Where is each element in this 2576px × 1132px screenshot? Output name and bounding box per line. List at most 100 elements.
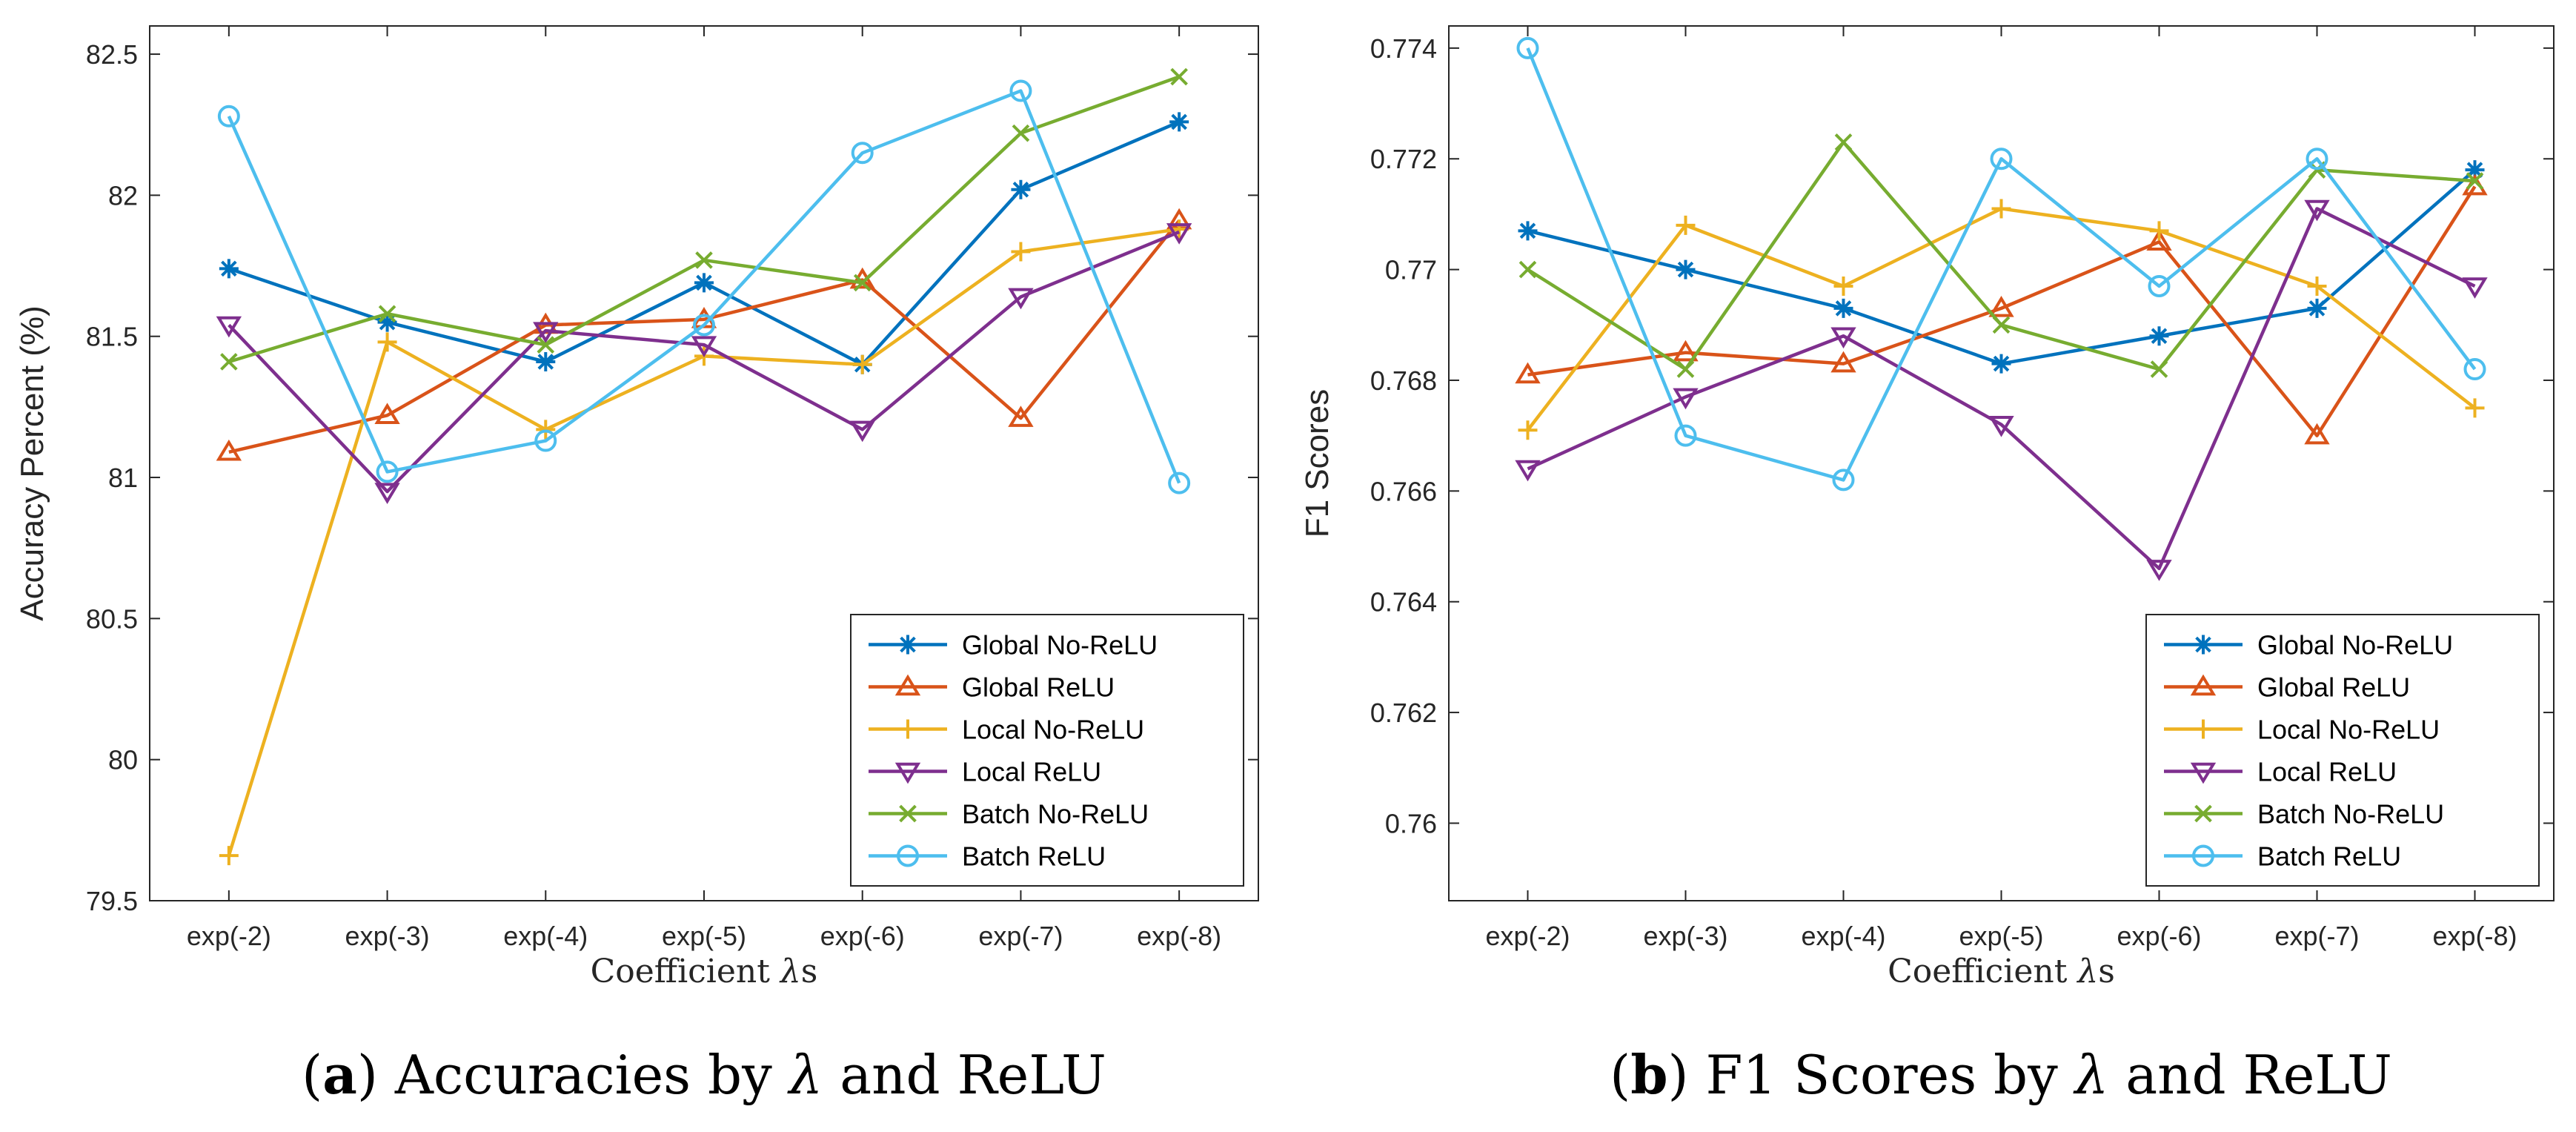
data-point xyxy=(2146,229,2172,251)
data-point xyxy=(852,354,872,374)
data-point xyxy=(1674,424,1697,447)
data-point xyxy=(534,429,557,452)
data-point xyxy=(1991,354,2011,374)
caption-text-after: and ReLU xyxy=(823,1044,1106,1106)
legend-swatch-marker xyxy=(2190,762,2217,784)
series-line xyxy=(1527,140,2475,371)
y-tick-label: 0.774 xyxy=(1370,33,1437,64)
legend-swatch-marker xyxy=(2190,674,2217,696)
y-axis-label: F1 Scores xyxy=(1299,389,1335,538)
data-point xyxy=(1676,259,1696,279)
data-point xyxy=(1515,460,1541,482)
legend-label: Batch No-ReLU xyxy=(962,799,1149,830)
data-point xyxy=(216,439,242,461)
chart-panel-a: 79.5 80 80.5 81 81.5 82 82.5 exp(-2) exp(-3) exp(… xyxy=(14,25,1259,1106)
series-line xyxy=(1527,207,2476,571)
legend-label: Global ReLU xyxy=(2257,672,2410,703)
caption-text-after: and ReLU xyxy=(2108,1044,2392,1106)
legend: Global No-ReLU Global ReLU Local No-ReLU Lo… xyxy=(850,614,1244,887)
caption: (b) F1 Scores by λ and ReLU xyxy=(1610,1043,2392,1106)
series-line xyxy=(228,219,1181,454)
legend-swatch-marker xyxy=(894,674,921,696)
series-batch-relu xyxy=(1516,36,2486,491)
data-point xyxy=(1518,221,1538,241)
data-point xyxy=(1676,215,1696,235)
data-point xyxy=(1830,351,1856,373)
data-point xyxy=(851,142,874,165)
x-tick-label: exp(-4) xyxy=(1801,921,1885,951)
legend-label: Global No-ReLU xyxy=(2257,630,2453,661)
y-tick-label: 81.5 xyxy=(86,322,138,352)
legend-swatch-marker xyxy=(2194,635,2213,655)
data-point xyxy=(533,322,559,343)
y-tick-label: 0.764 xyxy=(1370,587,1437,618)
y-tick-label: 0.77 xyxy=(1385,255,1437,285)
data-point xyxy=(1833,298,1853,318)
data-point xyxy=(217,105,240,128)
x-tick-label: exp(-3) xyxy=(345,921,430,951)
series-line xyxy=(228,230,1180,494)
series-line xyxy=(227,89,1181,484)
data-point xyxy=(1992,316,2011,334)
legend-label: Global ReLU xyxy=(962,672,1115,703)
legend-label: Batch ReLU xyxy=(2257,841,2401,872)
legend-label: Local ReLU xyxy=(962,757,1101,787)
legend-swatch-marker xyxy=(898,635,917,655)
caption-letter: b xyxy=(1630,1043,1667,1106)
data-point xyxy=(2306,148,2328,171)
legend-label: Local ReLU xyxy=(2257,757,2397,787)
series-global-relu xyxy=(1515,173,2488,445)
y-tick-label: 82 xyxy=(108,180,138,211)
data-point xyxy=(695,251,713,269)
data-point xyxy=(219,259,239,279)
y-tick-label: 81 xyxy=(108,463,138,493)
data-point xyxy=(1011,179,1031,199)
legend-label: Batch No-ReLU xyxy=(2257,799,2444,830)
series-line xyxy=(1526,47,2477,482)
x-axis-label-suffix: s xyxy=(801,953,818,990)
legend-label: Local No-ReLU xyxy=(2257,715,2440,745)
x-tick-label: exp(-7) xyxy=(978,921,1063,951)
data-point xyxy=(1518,420,1538,440)
caption-open: ( xyxy=(1610,1044,1630,1106)
data-point xyxy=(377,312,397,332)
data-point xyxy=(2462,277,2488,299)
x-tick-label: exp(-4) xyxy=(503,921,588,951)
series-batch-relu xyxy=(217,79,1191,494)
x-axis-label-symbol: λ xyxy=(779,953,801,990)
legend-label: Batch ReLU xyxy=(962,841,1106,872)
data-point xyxy=(2149,221,2169,241)
series-batch-no-relu xyxy=(220,67,1188,371)
data-point xyxy=(1990,148,2013,171)
data-point xyxy=(1673,340,1699,362)
x-tick-label: exp(-2) xyxy=(1485,921,1570,951)
x-tick-label: exp(-5) xyxy=(662,921,746,951)
data-point xyxy=(1008,406,1034,427)
series-line xyxy=(1527,185,2477,437)
y-tick-label: 0.76 xyxy=(1385,808,1437,838)
data-point xyxy=(378,305,396,323)
data-point xyxy=(2307,277,2327,297)
y-tick-label: 0.772 xyxy=(1370,144,1437,174)
data-point xyxy=(693,314,715,337)
data-point xyxy=(1515,362,1541,384)
y-tick-label: 79.5 xyxy=(86,886,138,916)
caption-letter: a xyxy=(322,1043,357,1106)
data-point xyxy=(377,332,397,352)
legend-label: Global No-ReLU xyxy=(962,630,1158,661)
y-tick-label: 0.768 xyxy=(1370,365,1437,396)
data-point xyxy=(1169,112,1189,132)
data-point xyxy=(1012,124,1030,142)
y-tick-label: 82.5 xyxy=(86,39,138,70)
data-point xyxy=(1170,67,1188,86)
caption-text: ) F1 Scores by xyxy=(1668,1044,2075,1106)
data-point xyxy=(2307,298,2327,318)
data-point xyxy=(1834,133,1853,151)
caption-symbol: λ xyxy=(2073,1044,2109,1106)
x-axis-label-text: Coefficient xyxy=(591,953,780,990)
data-point xyxy=(1008,288,1034,310)
data-point xyxy=(1991,199,2011,219)
legend-box xyxy=(2145,614,2540,887)
x-axis-label: Coefficient λs xyxy=(591,953,818,990)
y-tick-label: 0.762 xyxy=(1370,698,1437,728)
